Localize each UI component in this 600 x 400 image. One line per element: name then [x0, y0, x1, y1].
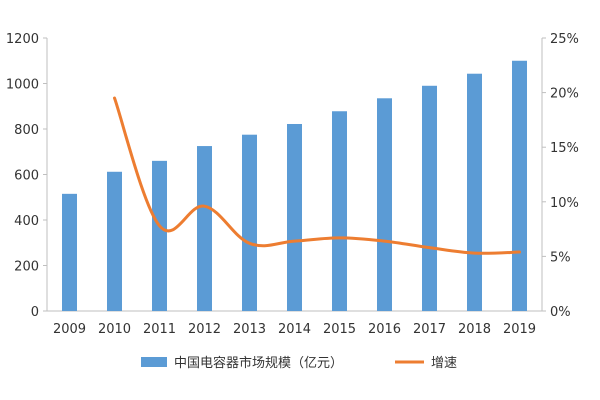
- bar: [107, 171, 122, 311]
- y-left-tick-label: 200: [14, 260, 39, 275]
- y-right-tick-label: 10%: [550, 196, 579, 211]
- x-tick-label: 2010: [98, 322, 131, 337]
- y-left-tick-label: 600: [14, 169, 39, 184]
- y-right-tick-label: 20%: [550, 87, 579, 102]
- x-tick-label: 2019: [503, 322, 536, 337]
- bar: [242, 134, 257, 311]
- x-tick-label: 2017: [413, 322, 446, 337]
- y-right-tick-label: 5%: [550, 250, 571, 265]
- y-right-tick-label: 15%: [550, 141, 579, 156]
- bar: [152, 160, 167, 311]
- bar: [197, 146, 212, 311]
- legend: 中国电容器市场规模（亿元） 增速: [141, 355, 457, 371]
- y-left-axis-ticks: 0 200 400 600 800 1000 1200: [6, 32, 47, 320]
- growth-rate-line: [113, 96, 521, 255]
- legend-bar-label: 中国电容器市场规模（亿元）: [174, 355, 343, 371]
- bar: [62, 193, 77, 311]
- bar: [512, 60, 527, 311]
- x-tick-label: 2018: [458, 322, 491, 337]
- bar: [422, 85, 437, 312]
- y-right-axis-ticks: 0% 5% 10% 15% 20% 25%: [542, 32, 579, 320]
- bar: [377, 98, 392, 311]
- x-axis-ticks: 2009 2010 2011 2012 2013 2014 2015 2016 2017 2018…: [53, 322, 536, 337]
- legend-line-label: 增速: [431, 356, 457, 371]
- y-right-tick-label: 25%: [550, 32, 579, 47]
- bar-series: [62, 60, 527, 312]
- bar: [332, 111, 347, 311]
- x-tick-label: 2011: [143, 322, 176, 337]
- x-tick-label: 2016: [368, 322, 401, 337]
- bar: [467, 73, 482, 311]
- y-left-tick-label: 800: [14, 123, 39, 138]
- x-tick-label: 2014: [278, 322, 311, 337]
- x-tick-label: 2012: [188, 322, 221, 337]
- y-left-tick-label: 1000: [6, 78, 39, 93]
- y-left-tick-label: 0: [31, 305, 39, 320]
- x-tick-label: 2013: [233, 322, 266, 337]
- x-tick-label: 2009: [53, 322, 86, 337]
- legend-bar-swatch: [141, 357, 167, 367]
- x-tick-label: 2015: [323, 322, 356, 337]
- line-series: [113, 96, 521, 255]
- y-right-tick-label: 0%: [550, 305, 571, 320]
- bar: [287, 123, 302, 312]
- y-left-tick-label: 400: [14, 214, 39, 229]
- y-left-tick-label: 1200: [6, 32, 39, 47]
